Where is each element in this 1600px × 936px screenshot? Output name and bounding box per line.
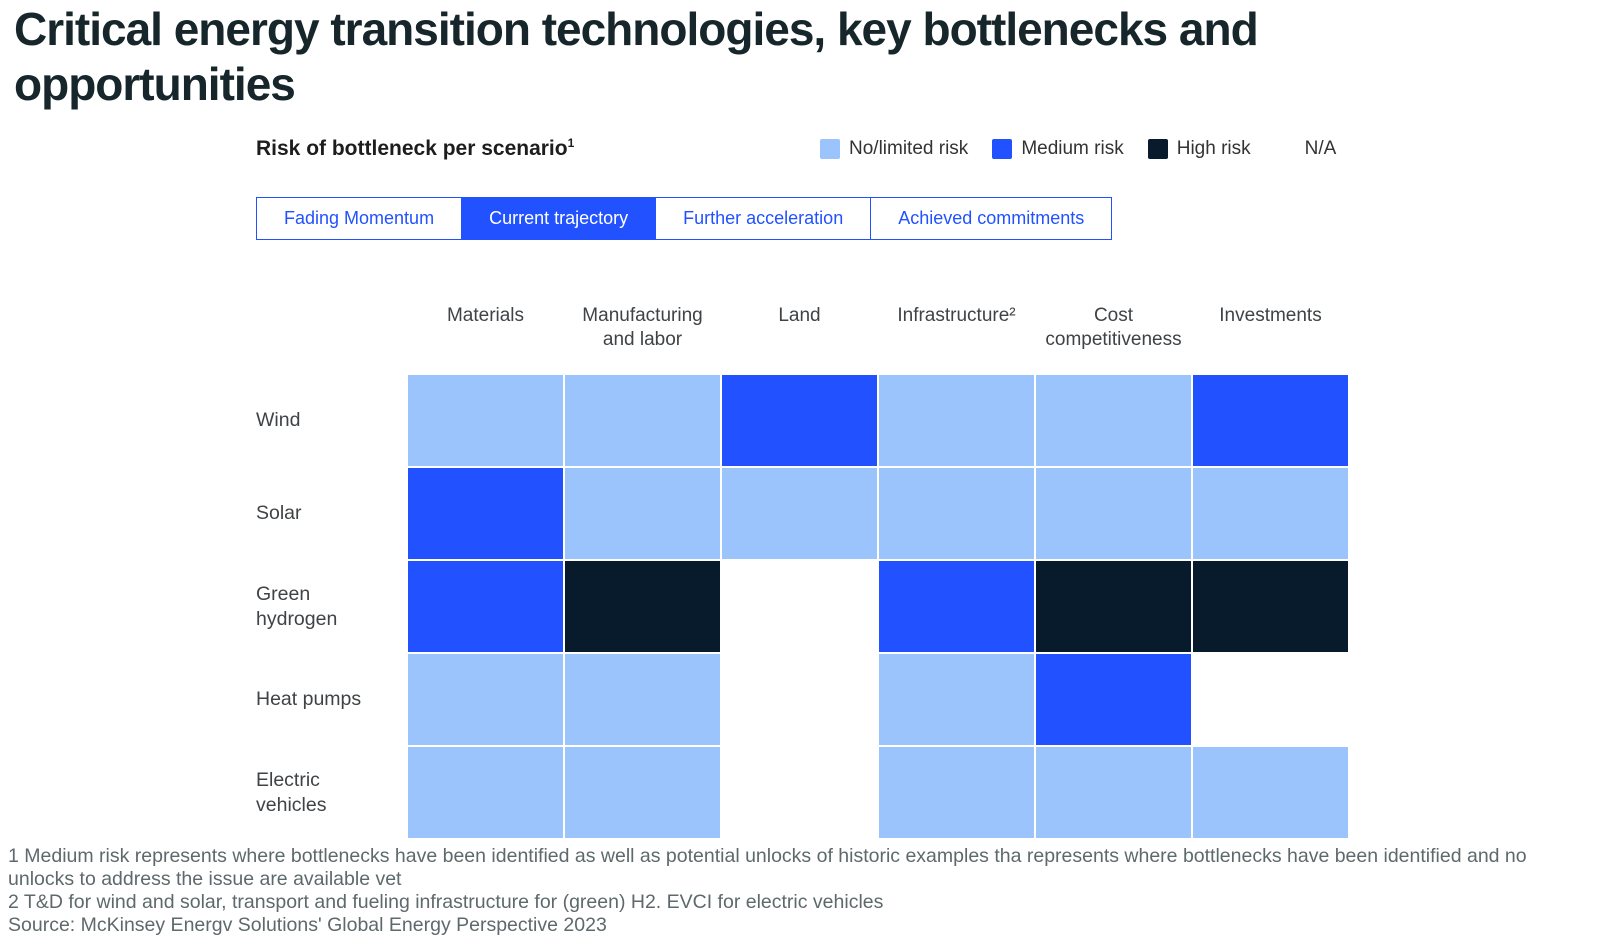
heatmap-cell bbox=[1192, 467, 1349, 560]
heatmap-cell bbox=[721, 467, 878, 560]
heatmap-cell bbox=[1192, 653, 1349, 746]
chart-subtitle-text: Risk of bottleneck per scenario bbox=[256, 137, 568, 160]
footnote-line: 2 T&D for wind and solar, transport and … bbox=[8, 891, 884, 913]
heatmap-cell bbox=[564, 746, 721, 839]
medium-risk-swatch-icon bbox=[992, 139, 1013, 159]
column-header: Materials bbox=[446, 305, 525, 326]
heatmap-cell bbox=[1035, 374, 1192, 467]
tab-fading-momentum[interactable]: Fading Momentum bbox=[257, 198, 462, 239]
row-label: Green hydrogen bbox=[256, 583, 338, 630]
row-label: Electric vehicles bbox=[256, 769, 327, 816]
heatmap-cell bbox=[721, 746, 878, 839]
heatmap-cell bbox=[1035, 560, 1192, 653]
footnote-line: Source: McKinsey Energv Solutions' Globa… bbox=[8, 914, 607, 936]
tab-further-acceleration[interactable]: Further acceleration bbox=[655, 198, 871, 239]
legend-label: Medium risk bbox=[1021, 138, 1124, 159]
tab-achieved-commitments[interactable]: Achieved commitments bbox=[870, 198, 1112, 239]
no-limited-risk-swatch-icon bbox=[820, 139, 840, 159]
heatmap-cell bbox=[721, 560, 878, 653]
row-label: Solar bbox=[256, 502, 302, 525]
heatmap-cell bbox=[1192, 560, 1349, 653]
legend-item: High risk bbox=[1147, 138, 1251, 160]
heatmap-cell bbox=[1035, 467, 1192, 560]
heatmap-cell bbox=[564, 560, 721, 653]
heatmap-cell bbox=[878, 467, 1035, 560]
page-title: Critical energy transition technologies,… bbox=[14, 3, 1259, 111]
legend-item: N/A bbox=[1305, 138, 1337, 160]
heatmap-cell bbox=[1192, 746, 1349, 839]
tab-current-trajectory[interactable]: Current trajectory bbox=[461, 198, 656, 239]
legend-label: N/A bbox=[1304, 138, 1337, 159]
heatmap-cell bbox=[407, 374, 564, 467]
heatmap: Materials Manufacturing and labor Land Infr… bbox=[256, 296, 1349, 839]
heatmap-cell bbox=[1035, 653, 1192, 746]
heatmap-cell bbox=[407, 653, 564, 746]
column-header: Land bbox=[778, 305, 821, 326]
legend-label: No/limited risk bbox=[849, 138, 969, 159]
heatmap-cell bbox=[878, 746, 1035, 839]
heatmap-cell bbox=[407, 746, 564, 839]
heatmap-cell bbox=[1035, 746, 1192, 839]
column-header: Investments bbox=[1219, 305, 1322, 326]
heatmap-cell bbox=[407, 560, 564, 653]
high-risk-swatch-icon bbox=[1147, 139, 1168, 159]
legend: No/limited risk Medium risk High risk N/A bbox=[820, 138, 1336, 160]
heatmap-cell bbox=[564, 467, 721, 560]
footnote-marker: 1 bbox=[567, 136, 575, 150]
legend-item: Medium risk bbox=[992, 138, 1124, 160]
heatmap-cell bbox=[407, 467, 564, 560]
heatmap-cell bbox=[878, 374, 1035, 467]
footnote-line: 1 Medium risk represents where bottlenec… bbox=[8, 845, 1527, 890]
heatmap-cell bbox=[721, 653, 878, 746]
heatmap-corner bbox=[256, 296, 407, 374]
column-header: Manufacturing and labor bbox=[582, 305, 703, 350]
legend-label: High risk bbox=[1176, 138, 1251, 159]
heatmap-cell bbox=[878, 560, 1035, 653]
column-header: Cost competitiveness bbox=[1045, 305, 1182, 350]
chart-subtitle: Risk of bottleneck per scenario1 bbox=[256, 136, 574, 161]
footnotes: 1 Medium risk represents where bottlenec… bbox=[8, 845, 1596, 936]
heatmap-cell bbox=[564, 653, 721, 746]
scenario-tabs: Fading Momentum Current trajectory Further… bbox=[256, 197, 1113, 240]
row-label: Wind bbox=[256, 409, 301, 432]
heatmap-cell bbox=[721, 374, 878, 467]
heatmap-cell bbox=[1192, 374, 1349, 467]
heatmap-cell bbox=[564, 374, 721, 467]
column-header: Infrastructure² bbox=[897, 305, 1016, 326]
heatmap-cell bbox=[878, 653, 1035, 746]
row-label: Heat pumps bbox=[256, 688, 362, 711]
legend-item: No/limited risk bbox=[820, 138, 968, 160]
